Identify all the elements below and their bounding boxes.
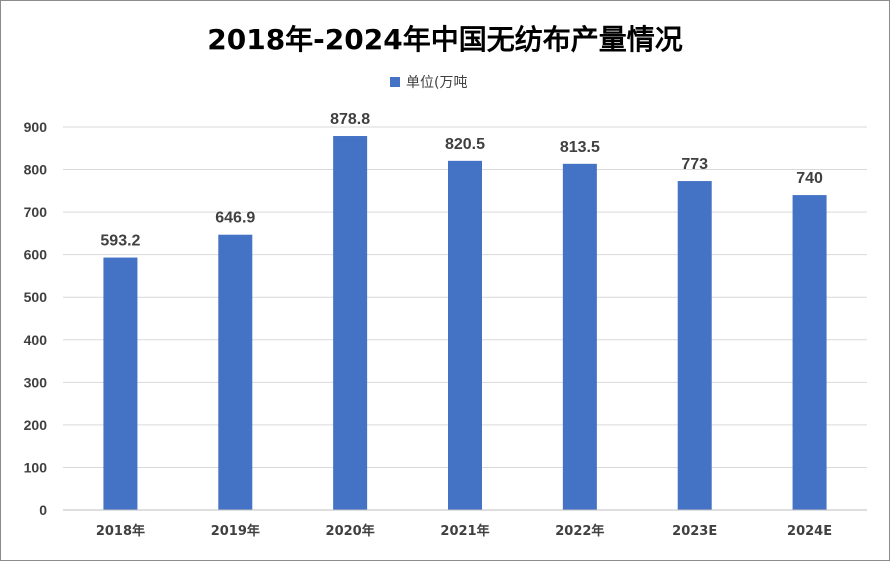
chart-title: 2018年-2024年中国无纺布产量情况	[207, 23, 682, 56]
legend-label: 单位(万吨	[406, 75, 467, 91]
y-tick-label: 400	[24, 332, 48, 348]
x-tick-label: 2022年	[555, 523, 604, 539]
bar	[333, 136, 368, 510]
x-tick-label: 2020年	[326, 523, 375, 539]
x-tick-label: 2018年	[96, 523, 145, 539]
data-label: 820.5	[445, 136, 485, 153]
legend: 单位(万吨	[390, 75, 467, 91]
y-tick-label: 200	[24, 417, 48, 433]
bar	[103, 257, 138, 510]
labels: 0 100 200 300 400 500 600 700 800 900 593.2 2018年 64…	[24, 111, 832, 539]
y-tick-label: 600	[24, 247, 48, 263]
x-tick-label: 2024E	[787, 524, 832, 539]
y-tick-label: 500	[24, 289, 48, 305]
bar	[562, 163, 597, 511]
data-label: 593.2	[100, 233, 140, 250]
data-label: 813.5	[560, 139, 600, 156]
x-tick-label: 2023E	[672, 524, 717, 539]
data-label: 646.9	[215, 210, 255, 227]
data-label: 773	[681, 156, 708, 173]
y-tick-label: 300	[24, 374, 48, 390]
bar	[448, 160, 482, 510]
x-tick-label: 2021年	[440, 523, 489, 539]
legend-swatch	[390, 77, 400, 87]
bar	[677, 181, 712, 510]
y-tick-label: 800	[24, 162, 48, 178]
y-tick-label: 700	[24, 204, 48, 220]
x-tick-label: 2019年	[211, 523, 260, 539]
data-label: 878.8	[330, 111, 370, 128]
bar	[218, 234, 253, 510]
bars	[103, 136, 827, 511]
y-tick-label: 100	[24, 459, 48, 475]
data-label: 740	[796, 170, 823, 187]
bar	[792, 195, 827, 511]
y-tick-label: 900	[24, 119, 48, 135]
y-tick-label: 0	[39, 502, 47, 518]
